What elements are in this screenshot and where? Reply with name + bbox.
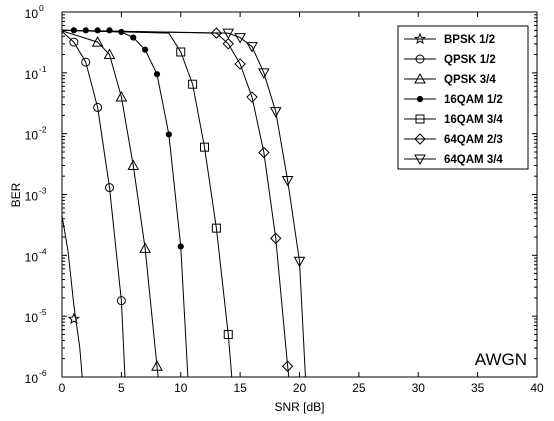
x-tick-label: 30 [412,381,426,395]
data-point [222,38,234,50]
y-tick-label: 10 [25,311,39,325]
data-point [105,183,114,193]
legend-marker [415,114,425,124]
data-point [142,46,149,53]
y-tick-exponent: -3 [39,186,47,196]
data-point [258,68,270,79]
x-axis-title: SNR [dB] [274,400,324,414]
x-tick-label: 40 [530,381,544,395]
data-point [70,27,77,34]
data-point [188,79,198,89]
legend-label: QPSK 3/4 [444,74,496,86]
data-point [177,243,184,250]
data-point [81,57,91,67]
legend-label: QPSK 1/2 [444,54,496,66]
data-point [151,360,163,371]
series-curves [62,29,306,377]
legend-label: 64QAM 3/4 [444,154,503,166]
y-tick-exponent: -1 [39,64,47,74]
data-point [103,48,116,60]
series-line [62,29,290,377]
legend-marker [416,95,424,103]
legend-label: 64QAM 2/3 [444,134,503,146]
data-point [165,131,172,138]
series-line [62,29,189,377]
data-point [281,360,294,372]
data-point [269,107,282,118]
data-point [258,146,270,159]
data-point [69,37,79,47]
data-point [176,47,186,57]
series-line [62,215,83,377]
x-tick-label: 35 [471,381,485,395]
legend-marker [414,133,426,145]
data-point [210,27,223,39]
y-tick-exponent: -4 [39,246,47,256]
legend-marker [414,72,426,84]
data-point [130,34,137,41]
y-tick-label: 10 [25,190,39,204]
y-tick-exponent: -2 [39,125,47,135]
data-point [293,256,306,268]
data-point [200,142,209,152]
y-axis-title: BER [9,182,23,207]
series-line [62,29,306,377]
x-tick-label: 5 [118,381,125,395]
legend-label: 16QAM 1/2 [444,94,503,106]
data-point [234,58,246,70]
y-tick-label: 10 [25,129,39,143]
x-tick-label: 15 [233,381,247,395]
series-line [62,30,159,377]
awgn-annotation: AWGN [475,350,527,369]
data-point [270,232,282,245]
series-line [62,29,233,377]
y-tick-exponent: 0 [39,3,44,13]
y-tick-label: 10 [25,250,39,264]
data-point [93,102,103,112]
data-point [106,27,113,34]
legend: BPSK 1/2 QPSK 1/2 QPSK 3/4 16QAM 1/2 16QAM 3… [397,25,529,170]
legend-marker [413,32,427,45]
data-point [153,71,161,78]
series-markers [67,27,306,372]
y-tick-exponent: -6 [39,368,47,378]
legend-label: BPSK 1/2 [444,34,495,46]
data-point [82,27,89,34]
legend-marker [414,154,426,166]
x-tick-label: 0 [59,381,66,395]
data-point [234,33,246,44]
data-point [115,91,128,102]
data-point [91,36,104,47]
data-point [223,329,233,339]
data-point [222,28,235,40]
data-point [118,28,125,36]
x-tick-label: 20 [293,381,307,395]
y-tick-exponent: -5 [39,307,47,317]
data-point [281,175,294,187]
data-point [94,27,101,34]
data-point [246,91,258,103]
data-point [127,159,140,170]
data-point [211,223,221,233]
x-tick-label: 25 [352,381,366,395]
y-tick-label: 10 [25,372,39,386]
y-tick-label: 10 [25,68,39,82]
x-axis: 0 5 10 15 20 25 30 35 40 [59,12,544,395]
data-point [116,296,126,306]
data-point [246,42,258,53]
legend-label: 16QAM 3/4 [444,114,503,126]
y-tick-label: 10 [25,7,39,21]
series-line [62,31,126,377]
data-point [67,312,80,325]
legend-marker [415,54,425,64]
data-point [139,242,151,253]
x-tick-label: 10 [174,381,188,395]
